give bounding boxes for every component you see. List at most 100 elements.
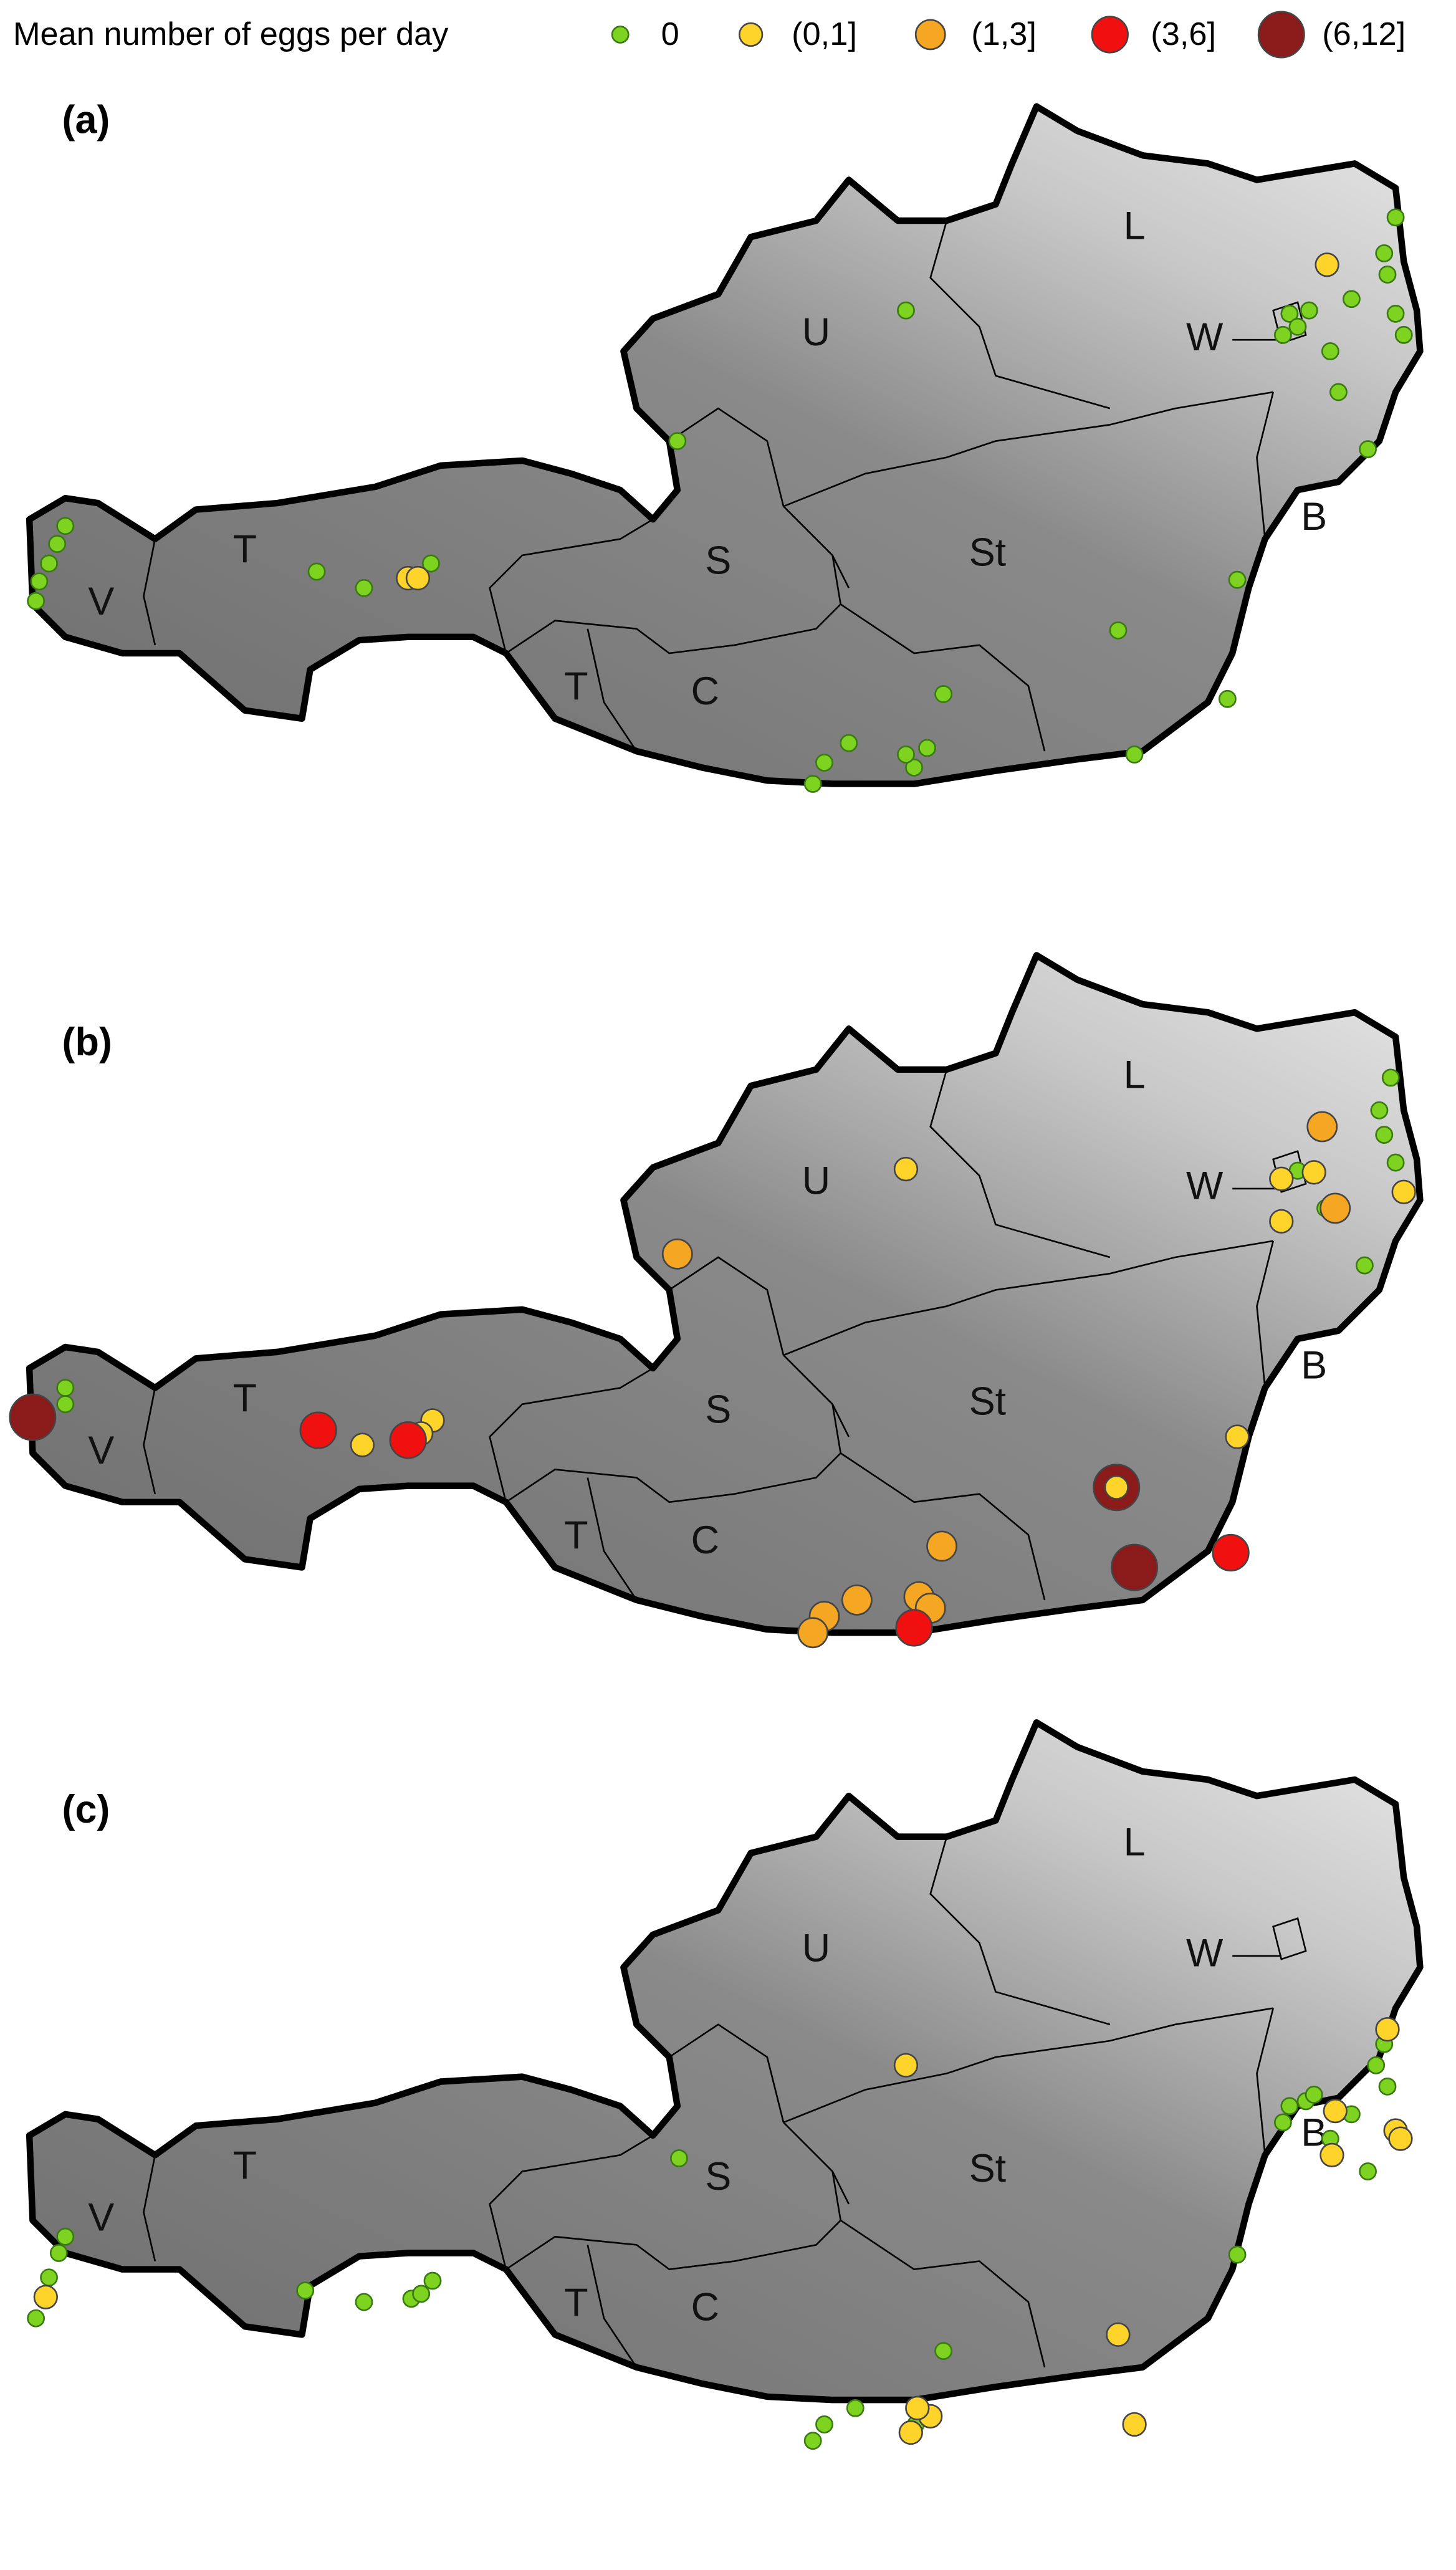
site-marker [355,578,373,597]
legend-symbol [739,22,764,47]
site-marker [815,754,833,772]
site-marker [355,2293,373,2311]
site-marker [1301,1160,1326,1185]
site-marker [1273,325,1292,344]
site-marker [840,734,858,752]
site-marker [1288,317,1307,336]
region-label: W [1186,315,1224,359]
site-marker [27,2309,46,2328]
site-marker [1381,1068,1400,1087]
site-marker [841,1585,873,1616]
site-marker [405,565,431,591]
region-label: T [233,527,257,571]
legend-symbol [914,19,946,50]
site-marker [1300,301,1318,320]
region-label: W [1186,1931,1224,1975]
legend-title: Mean number of eggs per day [13,16,449,52]
region-label: S [705,2155,731,2198]
site-marker [350,1432,375,1457]
region-label: V [88,1429,114,1472]
region-label: C [691,669,719,713]
site-marker [296,2281,315,2300]
site-marker [1315,252,1339,277]
site-marker [803,2432,822,2450]
site-marker [56,517,75,535]
region-label: C [691,1518,719,1562]
site-marker [934,2342,953,2361]
legend-symbol [1091,16,1129,54]
legend-label: 0 [661,16,679,52]
site-marker [815,2415,833,2433]
region-label: S [705,539,731,583]
site-marker [40,2268,58,2287]
site-marker [895,1609,933,1647]
site-marker [27,592,46,610]
site-marker [670,2149,688,2167]
site-marker [1225,1424,1250,1449]
region-label: U [802,1159,830,1203]
site-marker [1122,2412,1147,2437]
site-marker [918,739,936,757]
site-marker [48,535,67,553]
site-marker [1394,325,1413,344]
site-marker [1320,1192,1351,1224]
site-marker [1109,621,1128,640]
site-marker [423,2271,442,2290]
site-marker [1280,304,1299,323]
site-marker [412,2285,431,2303]
map-panel: (a) V T S St U L W B T C [27,98,1420,793]
site-marker [421,554,440,573]
site-marker [1323,2098,1348,2124]
site-marker [1378,266,1397,284]
site-marker [934,685,953,703]
site-marker [905,2395,930,2420]
site-marker [1106,2322,1131,2347]
site-marker [797,1617,829,1649]
site-marker [1386,208,1405,227]
legend-symbol [1257,11,1305,59]
site-marker [40,554,58,573]
map-panel: (b) V T S St U L W B T C [9,955,1420,1649]
site-marker [56,2227,75,2246]
site-marker [661,1238,693,1270]
site-marker [1228,2245,1247,2264]
site-marker [1305,2086,1323,2104]
site-marker [1111,1543,1159,1591]
site-marker [1378,2077,1397,2096]
site-marker [1359,2162,1377,2180]
site-marker [1342,290,1361,309]
legend-label: (3,6] [1151,16,1216,52]
site-marker [1375,2017,1400,2042]
site-marker [668,432,687,450]
site-marker [1218,689,1237,708]
site-marker [1391,1179,1416,1204]
legend-symbol [611,26,630,44]
austria-map [29,107,1420,784]
region-label: U [802,310,830,354]
region-label: T [564,2281,588,2324]
region-label: L [1124,204,1146,248]
site-marker [803,775,822,793]
site-marker [1329,383,1348,401]
site-marker [1321,342,1339,360]
region-label: St [969,530,1006,574]
site-marker [1355,1256,1374,1275]
site-marker [1375,244,1394,262]
site-marker [897,301,915,320]
site-marker [1388,2126,1413,2151]
site-marker [33,2285,58,2309]
site-marker [9,1393,57,1441]
site-marker [1273,2113,1292,2132]
site-marker [56,1379,75,1397]
site-marker [905,758,923,777]
site-marker [1269,1209,1294,1234]
region-label: B [1301,1344,1327,1388]
site-marker [846,2399,865,2417]
region-label: St [969,2147,1006,2190]
region-label: T [233,1376,257,1420]
region-label: S [705,1388,731,1431]
region-label: B [1301,495,1327,539]
region-label: V [88,2196,114,2240]
region-label: W [1186,1164,1224,1208]
site-marker [897,745,915,764]
